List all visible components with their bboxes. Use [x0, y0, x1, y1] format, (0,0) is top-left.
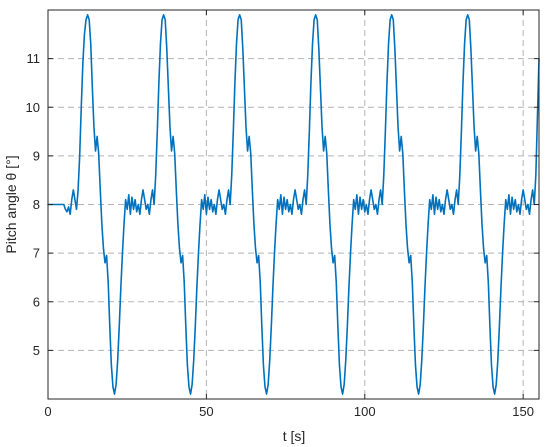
- pitch-angle-series-line: [47, 14, 540, 395]
- y-tick-label: 7: [33, 246, 40, 261]
- x-axis-label: t [s]: [283, 428, 306, 444]
- y-tick-label: 6: [33, 294, 40, 309]
- y-axis-label: Pitch angle θ [°]: [3, 155, 19, 253]
- y-tick-label: 9: [33, 148, 40, 163]
- x-tick-label: 100: [354, 404, 376, 419]
- y-tick-label: 5: [33, 343, 40, 358]
- axis-ticks: [47, 10, 539, 399]
- x-tick-label: 0: [44, 404, 51, 419]
- y-tick-label: 8: [33, 197, 40, 212]
- tick-labels: 0 50 100 150 5 6 7 8 9 10 11: [26, 51, 534, 419]
- x-tick-label: 150: [512, 404, 534, 419]
- series-line-group: [47, 14, 540, 395]
- y-tick-label: 11: [27, 51, 41, 66]
- y-tick-label: 10: [26, 100, 40, 115]
- x-tick-label: 50: [199, 404, 213, 419]
